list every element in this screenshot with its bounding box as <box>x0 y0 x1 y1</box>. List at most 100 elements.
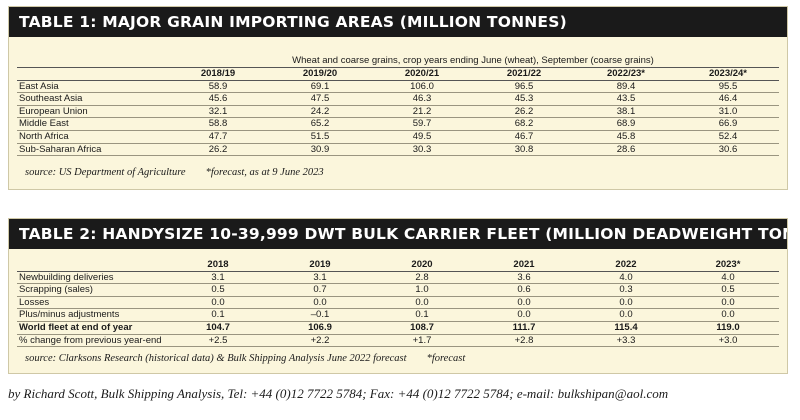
row-label: Newbuilding deliveries <box>17 271 167 285</box>
table-cell: 0.7 <box>269 283 371 297</box>
column-header: 2021/22 <box>473 68 575 81</box>
table-cell: 49.5 <box>371 130 473 144</box>
table-cell: 106.0 <box>371 80 473 94</box>
table-cell: 59.7 <box>371 117 473 131</box>
header-blank-cell <box>17 259 167 272</box>
table-cell: 0.1 <box>371 308 473 322</box>
table1-body: Wheat and coarse grains, crop years endi… <box>17 55 779 157</box>
column-header: 2020/21 <box>371 68 473 81</box>
table-row: European Union 32.1 24.2 21.2 26.2 38.1 31.0 <box>17 105 779 119</box>
table-cell: 47.7 <box>167 130 269 144</box>
table-cell: 68.2 <box>473 117 575 131</box>
table-cell: 68.9 <box>575 117 677 131</box>
row-label: Middle East <box>17 117 167 131</box>
table-cell: 0.0 <box>677 308 779 322</box>
table2-notes: source: Clarksons Research (historical d… <box>25 353 465 364</box>
table2-title: TABLE 2: HANDYSIZE 10-39,999 DWT BULK CA… <box>9 219 787 249</box>
table-cell: 30.3 <box>371 143 473 157</box>
table2-source: source: Clarksons Research (historical d… <box>25 353 407 364</box>
row-label: % change from previous year-end <box>17 334 167 348</box>
column-header: 2023/24* <box>677 68 779 81</box>
table-cell: 4.0 <box>677 271 779 285</box>
table-cell: 30.6 <box>677 143 779 157</box>
table-cell: 115.4 <box>575 321 677 335</box>
column-header: 2022 <box>575 259 677 272</box>
table-row: Sub-Saharan Africa 26.2 30.9 30.3 30.8 28.6 30… <box>17 143 779 157</box>
table-cell: 0.5 <box>677 283 779 297</box>
table-cell: +2.2 <box>269 334 371 348</box>
table1-grid: 2018/19 2019/20 2020/21 2021/22 2022/23* 2023… <box>17 68 779 157</box>
table-cell: 106.9 <box>269 321 371 335</box>
table-row: Plus/minus adjustments 0.1 –0.1 0.1 0.0 0.0 0.… <box>17 308 779 322</box>
table-cell: +3.0 <box>677 334 779 348</box>
table1-title: TABLE 1: MAJOR GRAIN IMPORTING AREAS (MI… <box>9 7 787 37</box>
table-cell: 31.0 <box>677 105 779 119</box>
table-cell: 0.0 <box>575 296 677 310</box>
table-cell: 26.2 <box>167 143 269 157</box>
table-cell: 43.5 <box>575 92 677 106</box>
table-cell: 0.0 <box>473 296 575 310</box>
table-cell: 28.6 <box>575 143 677 157</box>
table-row: Middle East 58.8 65.2 59.7 68.2 68.9 66.9 <box>17 117 779 131</box>
column-header: 2018 <box>167 259 269 272</box>
table-cell: 96.5 <box>473 80 575 94</box>
table1-subtitle: Wheat and coarse grains, crop years endi… <box>17 55 779 68</box>
table-cell: 66.9 <box>677 117 779 131</box>
table-cell: 69.1 <box>269 80 371 94</box>
column-header: 2019 <box>269 259 371 272</box>
table-cell: 4.0 <box>575 271 677 285</box>
table-cell: 111.7 <box>473 321 575 335</box>
table-cell: 46.3 <box>371 92 473 106</box>
footer-credit: by Richard Scott, Bulk Shipping Analysis… <box>8 386 669 401</box>
table-cell: 3.1 <box>269 271 371 285</box>
table-cell: +1.7 <box>371 334 473 348</box>
table-cell: 3.1 <box>167 271 269 285</box>
table-cell: 32.1 <box>167 105 269 119</box>
table-header-row: 2018/19 2019/20 2020/21 2021/22 2022/23* 2023… <box>17 68 779 81</box>
table-cell: 45.3 <box>473 92 575 106</box>
table-cell: 30.8 <box>473 143 575 157</box>
table-cell: 52.4 <box>677 130 779 144</box>
table-row: World fleet at end of year 104.7 106.9 108.… <box>17 321 779 335</box>
table-cell: 26.2 <box>473 105 575 119</box>
table-cell: 0.0 <box>473 308 575 322</box>
column-header: 2021 <box>473 259 575 272</box>
table-row: North Africa 47.7 51.5 49.5 46.7 45.8 52.4 <box>17 130 779 144</box>
row-label: East Asia <box>17 80 167 94</box>
row-label: Sub-Saharan Africa <box>17 143 167 157</box>
table-cell: 0.6 <box>473 283 575 297</box>
table-cell: 51.5 <box>269 130 371 144</box>
row-label: European Union <box>17 105 167 119</box>
header-blank-cell <box>17 68 167 81</box>
table-cell: 45.8 <box>575 130 677 144</box>
column-header: 2018/19 <box>167 68 269 81</box>
table-row: Losses 0.0 0.0 0.0 0.0 0.0 0.0 <box>17 296 779 310</box>
table-cell: +2.5 <box>167 334 269 348</box>
table-cell: 46.7 <box>473 130 575 144</box>
table-cell: 119.0 <box>677 321 779 335</box>
column-header: 2023* <box>677 259 779 272</box>
table-cell: 58.9 <box>167 80 269 94</box>
table-cell: 24.2 <box>269 105 371 119</box>
table-cell: 0.0 <box>269 296 371 310</box>
row-label: World fleet at end of year <box>17 321 167 335</box>
table-cell: 47.5 <box>269 92 371 106</box>
table-cell: –0.1 <box>269 308 371 322</box>
table-row: Scrapping (sales) 0.5 0.7 1.0 0.6 0.3 0.5 <box>17 283 779 297</box>
table2-grid: 2018 2019 2020 2021 2022 2023* Newbuilding del… <box>17 259 779 348</box>
table-cell: 0.5 <box>167 283 269 297</box>
row-label: Losses <box>17 296 167 310</box>
column-header: 2020 <box>371 259 473 272</box>
table-cell: 89.4 <box>575 80 677 94</box>
row-label: Southeast Asia <box>17 92 167 106</box>
table2-forecast-note: *forecast <box>426 353 466 364</box>
table-cell: 0.0 <box>677 296 779 310</box>
table-cell: 1.0 <box>371 283 473 297</box>
table-cell: +2.8 <box>473 334 575 348</box>
table-cell: 3.6 <box>473 271 575 285</box>
column-header: 2019/20 <box>269 68 371 81</box>
row-label: Scrapping (sales) <box>17 283 167 297</box>
table-cell: 38.1 <box>575 105 677 119</box>
table-cell: 21.2 <box>371 105 473 119</box>
table1-notes: source: US Department of Agriculture *for… <box>25 167 324 178</box>
